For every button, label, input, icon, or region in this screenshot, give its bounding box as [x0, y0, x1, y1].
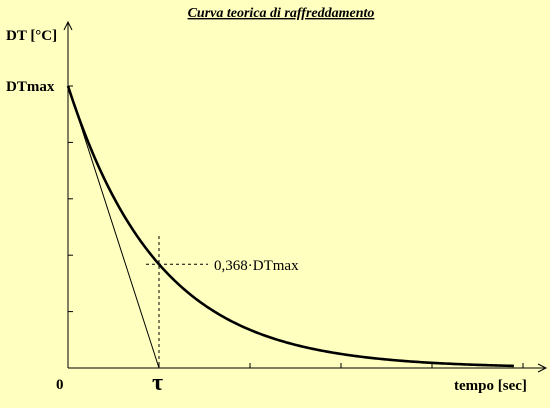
chart-title: Curva teorica di raffreddamento — [188, 6, 375, 21]
origin-label: 0 — [56, 377, 64, 393]
x-axis-label: tempo [sec] — [454, 378, 527, 394]
dtmax-label: DTmax — [6, 79, 55, 95]
x-axis-arrow — [537, 363, 548, 373]
cooling-curve — [66, 85, 514, 368]
tangent-line — [67, 85, 160, 369]
y-ticks — [68, 85, 73, 313]
y-axis-label: DT [°C] — [6, 28, 57, 44]
y-axis-arrow — [63, 20, 73, 31]
tau-label: τ — [152, 370, 163, 396]
tau-annotation: 0,368·DTmax — [214, 258, 299, 274]
